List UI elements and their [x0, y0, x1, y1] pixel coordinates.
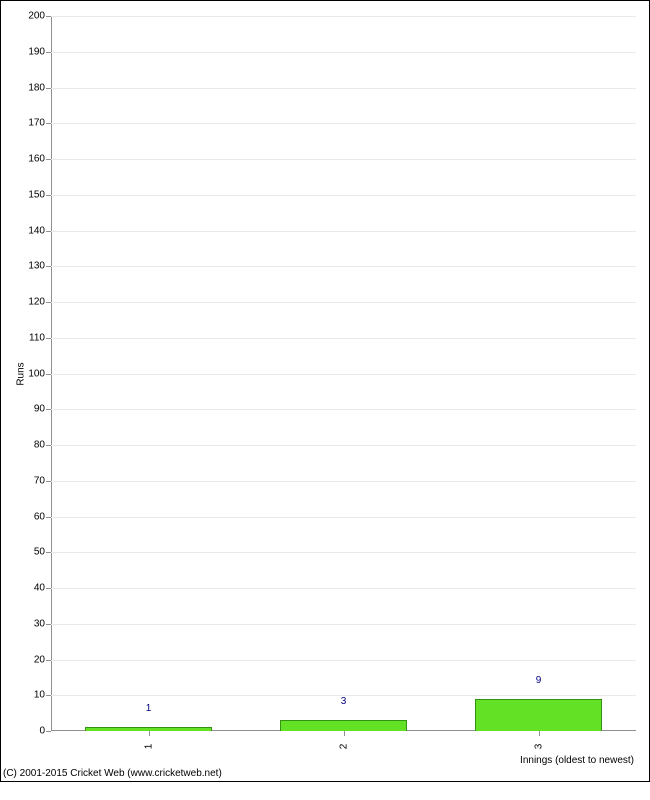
- chart-frame: 0 10 20 30 40 50 60 70 80 90 100 110 120 130 140 150 160…: [0, 0, 650, 782]
- ytick-mark: [46, 552, 51, 553]
- bar: [475, 699, 602, 731]
- gridline: [51, 123, 636, 124]
- ytick-label: 150: [28, 189, 45, 200]
- ytick-mark: [46, 481, 51, 482]
- xtick-mark: [539, 731, 540, 736]
- ytick-label: 70: [34, 475, 45, 486]
- gridline: [51, 159, 636, 160]
- ytick-label: 50: [34, 547, 45, 558]
- gridline: [51, 660, 636, 661]
- ytick-mark: [46, 159, 51, 160]
- ytick-label: 10: [34, 690, 45, 701]
- ytick-label: 40: [34, 583, 45, 594]
- xtick-mark: [344, 731, 345, 736]
- ytick-label: 190: [28, 46, 45, 57]
- ytick-mark: [46, 195, 51, 196]
- ytick-mark: [46, 409, 51, 410]
- ytick-label: 0: [39, 726, 45, 737]
- ytick-mark: [46, 624, 51, 625]
- gridline: [51, 338, 636, 339]
- gridline: [51, 302, 636, 303]
- bar-value-label: 9: [536, 675, 542, 686]
- ytick-mark: [46, 52, 51, 53]
- gridline: [51, 588, 636, 589]
- ytick-mark: [46, 266, 51, 267]
- gridline: [51, 374, 636, 375]
- ytick-mark: [46, 445, 51, 446]
- gridline: [51, 88, 636, 89]
- ytick-mark: [46, 123, 51, 124]
- ytick-mark: [46, 588, 51, 589]
- gridline: [51, 409, 636, 410]
- ytick-label: 170: [28, 118, 45, 129]
- gridline: [51, 624, 636, 625]
- ytick-label: 100: [28, 368, 45, 379]
- ytick-label: 180: [28, 82, 45, 93]
- ytick-mark: [46, 660, 51, 661]
- ytick-mark: [46, 695, 51, 696]
- ytick-label: 90: [34, 404, 45, 415]
- ytick-mark: [46, 16, 51, 17]
- xtick-label: 1: [143, 744, 154, 750]
- ytick-mark: [46, 517, 51, 518]
- ytick-label: 130: [28, 261, 45, 272]
- ytick-label: 140: [28, 225, 45, 236]
- ytick-label: 60: [34, 511, 45, 522]
- gridline: [51, 195, 636, 196]
- gridline: [51, 16, 636, 17]
- xtick-mark: [149, 731, 150, 736]
- copyright-text: (C) 2001-2015 Cricket Web (www.cricketwe…: [3, 768, 222, 779]
- ytick-mark: [46, 88, 51, 89]
- gridline: [51, 52, 636, 53]
- ytick-label: 30: [34, 618, 45, 629]
- ytick-label: 20: [34, 654, 45, 665]
- gridline: [51, 445, 636, 446]
- bar-value-label: 3: [341, 696, 347, 707]
- gridline: [51, 266, 636, 267]
- ytick-label: 120: [28, 297, 45, 308]
- ytick-label: 200: [28, 11, 45, 22]
- ytick-label: 110: [29, 332, 45, 343]
- bar-value-label: 1: [146, 703, 152, 714]
- ytick-mark: [46, 231, 51, 232]
- gridline: [51, 231, 636, 232]
- ytick-label: 80: [34, 440, 45, 451]
- ytick-label: 160: [28, 154, 45, 165]
- gridline: [51, 517, 636, 518]
- ytick-mark: [46, 338, 51, 339]
- gridline: [51, 552, 636, 553]
- plot-area: 0102030405060708090100110120130140150160…: [51, 16, 636, 731]
- gridline: [51, 481, 636, 482]
- y-axis-label: Runs: [16, 362, 27, 385]
- xtick-label: 2: [338, 744, 349, 750]
- xtick-label: 3: [533, 744, 544, 750]
- ytick-mark: [46, 374, 51, 375]
- x-axis-label: Innings (oldest to newest): [520, 755, 634, 766]
- ytick-mark: [46, 302, 51, 303]
- bar: [280, 720, 407, 731]
- ytick-mark: [46, 731, 51, 732]
